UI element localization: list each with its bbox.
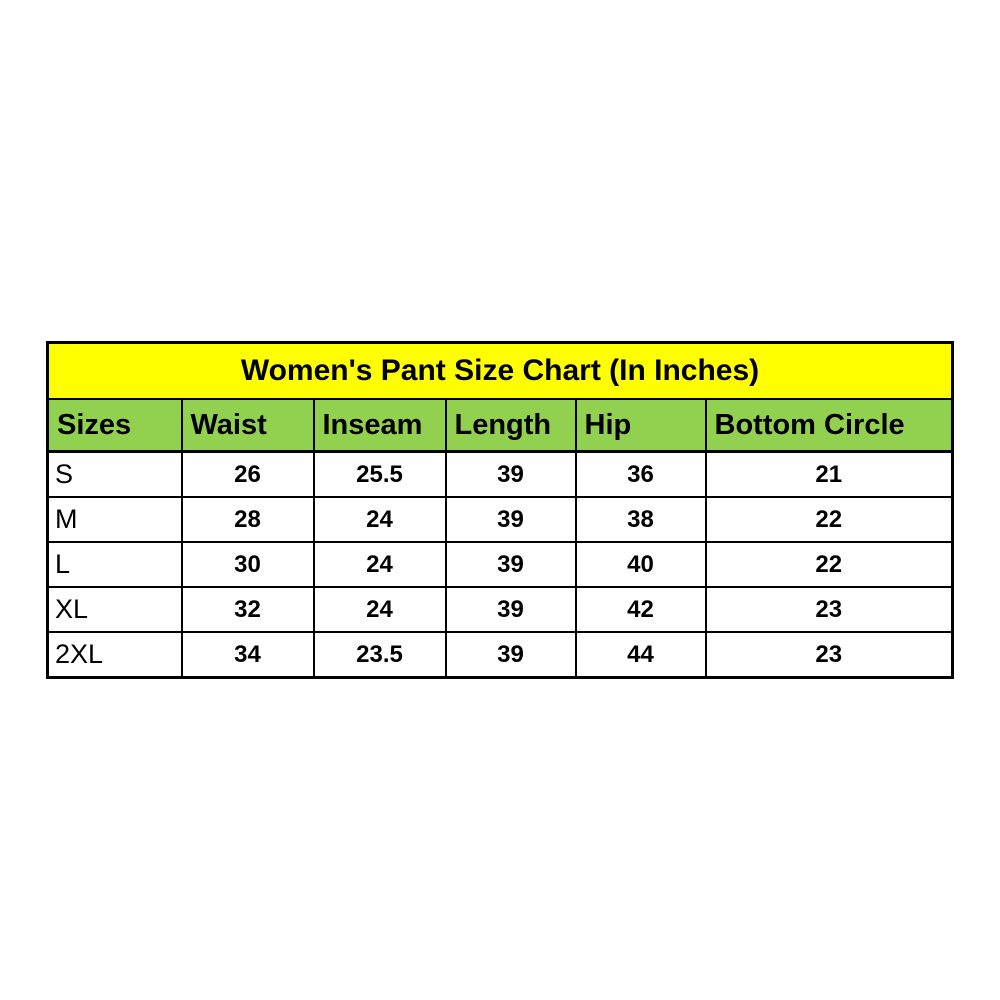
size-label-cell: M xyxy=(46,496,183,543)
column-header-inseam: Inseam xyxy=(312,398,447,453)
chart-title: Women's Pant Size Chart (In Inches) xyxy=(46,341,954,400)
table-row: S 26 25.5 39 36 21 xyxy=(46,450,954,498)
value-cell: 30 xyxy=(180,541,315,588)
table-row: L 30 24 39 40 22 xyxy=(46,541,954,588)
value-cell: 38 xyxy=(574,496,707,543)
value-cell: 24 xyxy=(312,541,447,588)
value-cell: 21 xyxy=(704,450,954,498)
column-header-sizes: Sizes xyxy=(46,398,183,453)
value-cell: 22 xyxy=(704,541,954,588)
value-cell: 40 xyxy=(574,541,707,588)
table-body: Women's Pant Size Chart (In Inches) Size… xyxy=(46,341,954,679)
value-cell: 39 xyxy=(444,541,577,588)
table-row: M 28 24 39 38 22 xyxy=(46,496,954,543)
value-cell: 24 xyxy=(312,496,447,543)
value-cell: 36 xyxy=(574,450,707,498)
value-cell: 32 xyxy=(180,586,315,633)
value-cell: 39 xyxy=(444,631,577,679)
table-row: 2XL 34 23.5 39 44 23 xyxy=(46,631,954,679)
column-header-bottom-circle: Bottom Circle xyxy=(704,398,954,453)
size-label-cell: XL xyxy=(46,586,183,633)
column-header-waist: Waist xyxy=(180,398,315,453)
value-cell: 23 xyxy=(704,586,954,633)
table-row: XL 32 24 39 42 23 xyxy=(46,586,954,633)
title-row: Women's Pant Size Chart (In Inches) xyxy=(46,341,954,400)
header-row: Sizes Waist Inseam Length Hip Bottom Circle xyxy=(46,398,954,453)
value-cell: 22 xyxy=(704,496,954,543)
value-cell: 39 xyxy=(444,450,577,498)
value-cell: 39 xyxy=(444,496,577,543)
size-label-cell: S xyxy=(46,450,183,498)
value-cell: 39 xyxy=(444,586,577,633)
column-header-length: Length xyxy=(444,398,577,453)
value-cell: 42 xyxy=(574,586,707,633)
size-chart-table: Women's Pant Size Chart (In Inches) Size… xyxy=(46,341,954,679)
value-cell: 34 xyxy=(180,631,315,679)
value-cell: 23 xyxy=(704,631,954,679)
value-cell: 23.5 xyxy=(312,631,447,679)
value-cell: 44 xyxy=(574,631,707,679)
value-cell: 24 xyxy=(312,586,447,633)
value-cell: 25.5 xyxy=(312,450,447,498)
size-label-cell: 2XL xyxy=(46,631,183,679)
size-label-cell: L xyxy=(46,541,183,588)
value-cell: 28 xyxy=(180,496,315,543)
value-cell: 26 xyxy=(180,450,315,498)
column-header-hip: Hip xyxy=(574,398,707,453)
size-chart-container: Women's Pant Size Chart (In Inches) Size… xyxy=(46,341,954,679)
